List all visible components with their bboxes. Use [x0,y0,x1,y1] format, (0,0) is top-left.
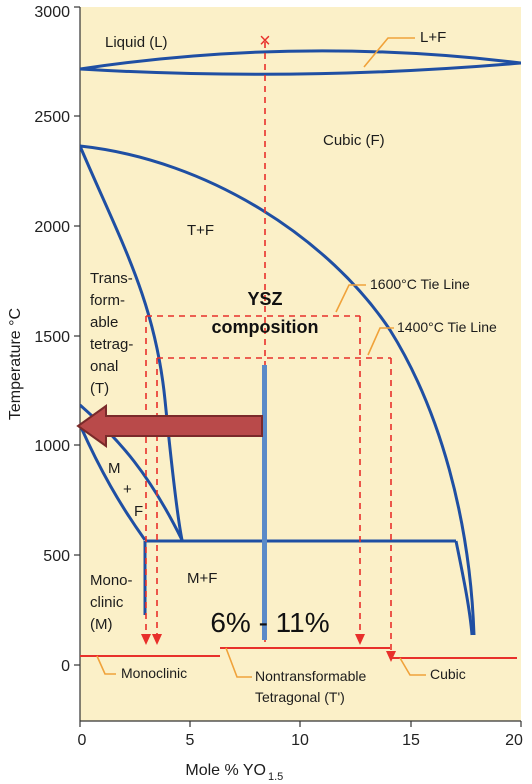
x-axis-title: Mole % YO [185,762,266,779]
composition-cross-marker: × [259,30,271,52]
y-tick-3000: 3000 [34,4,70,21]
y-tick-1000: 1000 [34,438,70,455]
y-tick-1500: 1500 [34,329,70,346]
region-monoclinic-line1: Mono- [90,572,133,589]
callout-nontransformable-line2: Tetragonal (T') [255,689,345,705]
y-tick-labels: 0 500 1000 1500 2000 2500 3000 [34,4,70,675]
region-m-plus-f-left-plus: + [123,481,132,498]
region-transformable-line4: tetrag- [90,336,133,353]
y-tick-2000: 2000 [34,219,70,236]
callout-leaders [96,37,426,678]
x-tick-10: 10 [291,732,309,749]
cubic-boundary-curve [80,144,476,636]
y-axis-title: Temperature °C [7,308,24,420]
region-cubic: Cubic (F) [323,132,385,149]
axes [74,6,522,727]
region-transformable-line2: form- [90,292,125,309]
leader-cubic [399,657,426,676]
tie-lines [145,42,392,655]
region-t-plus-f: T+F [187,222,214,239]
callout-nontransformable-line1: Nontransformable [255,668,366,684]
y-tick-0: 0 [61,658,70,675]
callout-monoclinic: Monoclinic [121,665,187,681]
tetragonal-boundary-curve [80,145,184,541]
x-tick-labels: 0 5 10 15 20 [78,732,523,749]
callout-cubic: Cubic [430,666,466,682]
leader-nontransformable [225,647,252,678]
ysz-label-line1: YSZ [247,289,282,309]
liquidus-solidus-lens [80,49,521,76]
callout-labels: L+F 1600°C Tie Line 1400°C Tie Line Mono… [121,29,497,705]
region-labels: Liquid (L) Cubic (F) T+F Trans- form- ab… [90,34,385,633]
ysz-label-line2: composition [212,317,319,337]
callout-tie1600: 1600°C Tie Line [370,276,470,292]
y-tick-500: 500 [43,548,70,565]
range-label: 6% - 11% [210,607,329,638]
x-tick-0: 0 [78,732,87,749]
tie-line-arrowheads [141,634,396,662]
leader-lf [363,37,415,68]
leader-tie1400 [367,327,394,356]
region-m-plus-f-left-f: F [134,503,143,520]
region-monoclinic-line2: clinic [90,594,124,611]
region-liquid: Liquid (L) [105,34,168,51]
callout-tie1400: 1400°C Tie Line [397,319,497,335]
region-transformable-line6: (T) [90,380,109,397]
region-m-plus-f-left-m: M [108,460,121,477]
region-transformable-line1: Trans- [90,270,133,287]
region-transformable-line3: able [90,314,118,331]
leader-monoclinic [96,655,116,675]
leader-tie1600 [335,284,366,313]
monoclinic-lower-boundary [80,424,147,541]
cubic-right-boundary [454,540,474,636]
x-tick-5: 5 [186,732,195,749]
room-temperature-lines [80,647,517,659]
x-axis-title-subscript: 1.5 [268,771,283,783]
x-tick-15: 15 [402,732,420,749]
region-m-plus-f: M+F [187,570,217,587]
region-transformable-line5: onal [90,358,118,375]
composition-marker-bar [262,365,267,640]
x-tick-20: 20 [505,732,523,749]
callout-lf: L+F [420,29,446,46]
y-tick-2500: 2500 [34,109,70,126]
cooling-arrow [76,404,263,448]
region-monoclinic-line3: (M) [90,616,113,633]
plot-background [80,7,521,721]
